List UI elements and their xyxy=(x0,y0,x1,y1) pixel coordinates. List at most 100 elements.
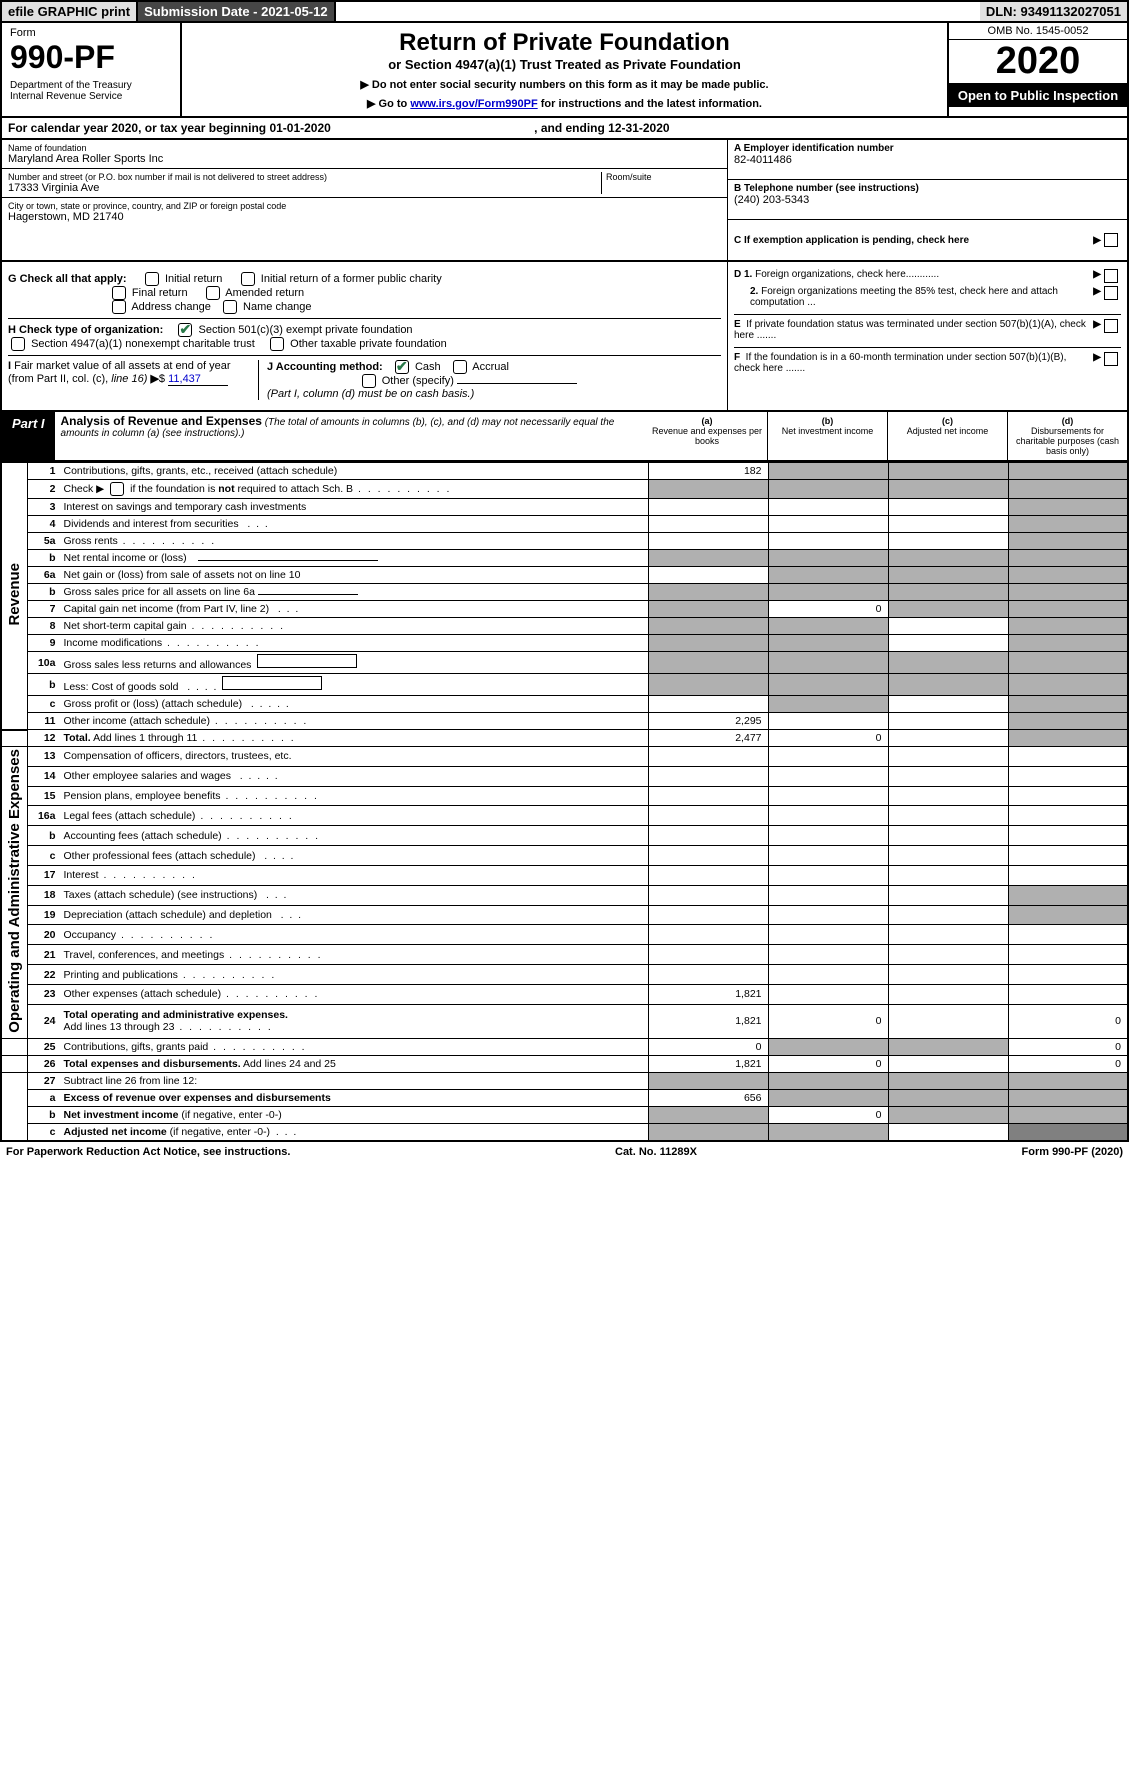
expenses-label: Operating and Administrative Expenses xyxy=(6,749,23,1033)
part1-header: Part I Analysis of Revenue and Expenses … xyxy=(0,412,1129,462)
address-row: Number and street (or P.O. box number if… xyxy=(2,169,727,198)
identification-block: Name of foundation Maryland Area Roller … xyxy=(0,140,1129,262)
cash-checkbox[interactable] xyxy=(395,360,409,374)
form-label: Form xyxy=(10,27,172,39)
main-table: Revenue1Contributions, gifts, grants, et… xyxy=(0,462,1129,1142)
line-1-desc: Contributions, gifts, grants, etc., rece… xyxy=(60,463,649,480)
name-change-checkbox[interactable] xyxy=(223,300,237,314)
accrual-checkbox[interactable] xyxy=(453,360,467,374)
form-number: 990-PF xyxy=(10,39,172,76)
line-13-desc: Compensation of officers, directors, tru… xyxy=(60,747,649,767)
other-taxable-checkbox[interactable] xyxy=(270,337,284,351)
line-23-a: 1,821 xyxy=(648,984,768,1004)
g-c2: Initial return of a former public charit… xyxy=(261,273,442,285)
row-6a: 6aNet gain or (loss) from sale of assets… xyxy=(1,567,1128,584)
id-right: A Employer identification number 82-4011… xyxy=(727,140,1127,260)
line-24-desc: Total operating and administrative expen… xyxy=(60,1004,649,1038)
footer-right: Form 990-PF (2020) xyxy=(1022,1146,1124,1158)
g-c3: Final return xyxy=(132,287,188,299)
h-c2: Section 4947(a)(1) nonexempt charitable … xyxy=(31,338,255,350)
e-checkbox[interactable] xyxy=(1104,319,1118,333)
line-15-desc: Pension plans, employee benefits xyxy=(60,786,649,806)
row-8: 8Net short-term capital gain xyxy=(1,618,1128,635)
final-return-checkbox[interactable] xyxy=(112,286,126,300)
column-headers: (a)Revenue and expenses per books (b)Net… xyxy=(647,412,1127,460)
calendar-row: For calendar year 2020, or tax year begi… xyxy=(0,118,1129,140)
row-10a: 10aGross sales less returns and allowanc… xyxy=(1,652,1128,674)
i-row: I Fair market value of all assets at end… xyxy=(8,355,721,400)
arrow-icon: ▶ xyxy=(1093,235,1101,246)
part1-desc: Analysis of Revenue and Expenses (The to… xyxy=(55,412,647,460)
row-9: 9Income modifications xyxy=(1,635,1128,652)
line-6a-desc: Net gain or (loss) from sale of assets n… xyxy=(60,567,649,584)
line-17-desc: Interest xyxy=(60,865,649,885)
row-13: Operating and Administrative Expenses13C… xyxy=(1,747,1128,767)
open-to-public: Open to Public Inspection xyxy=(949,84,1127,107)
line-2-desc: Check ▶ if the foundation is not require… xyxy=(60,480,649,499)
row-11: 11Other income (attach schedule)2,295 xyxy=(1,713,1128,730)
row-16b: bAccounting fees (attach schedule) xyxy=(1,826,1128,846)
revenue-label: Revenue xyxy=(6,563,23,626)
g-c5: Address change xyxy=(131,301,211,313)
room-label: Room/suite xyxy=(606,172,721,182)
d2-checkbox[interactable] xyxy=(1104,286,1118,300)
row-27c: cAdjusted net income (if negative, enter… xyxy=(1,1123,1128,1141)
footer: For Paperwork Reduction Act Notice, see … xyxy=(0,1142,1129,1162)
instruction-2: ▶ Go to www.irs.gov/Form990PF for instru… xyxy=(188,97,941,110)
501c3-checkbox[interactable] xyxy=(178,323,192,337)
irs-link[interactable]: www.irs.gov/Form990PF xyxy=(410,98,537,110)
row-20: 20Occupancy xyxy=(1,925,1128,945)
line-3-desc: Interest on savings and temporary cash i… xyxy=(60,499,649,516)
col-b: (b)Net investment income xyxy=(767,412,887,460)
row-26: 26Total expenses and disbursements. Add … xyxy=(1,1055,1128,1072)
line-27c-desc: Adjusted net income (if negative, enter … xyxy=(60,1123,649,1141)
city-label: City or town, state or province, country… xyxy=(8,201,721,211)
exemption-label: C If exemption application is pending, c… xyxy=(734,235,1093,246)
row-19: 19Depreciation (attach schedule) and dep… xyxy=(1,905,1128,925)
line-11-a: 2,295 xyxy=(648,713,768,730)
exemption-checkbox[interactable] xyxy=(1104,233,1118,247)
initial-former-checkbox[interactable] xyxy=(241,272,255,286)
row-1: Revenue1Contributions, gifts, grants, et… xyxy=(1,463,1128,480)
h-c1: Section 501(c)(3) exempt private foundat… xyxy=(199,324,413,336)
row-3: 3Interest on savings and temporary cash … xyxy=(1,499,1128,516)
form-id-block: Form 990-PF Department of the TreasuryIn… xyxy=(2,23,182,116)
f-checkbox[interactable] xyxy=(1104,352,1118,366)
form-year-block: OMB No. 1545-0052 2020 Open to Public In… xyxy=(947,23,1127,116)
other-specify-line xyxy=(457,383,577,384)
sch-b-checkbox[interactable] xyxy=(110,482,124,496)
line-6b-desc: Gross sales price for all assets on line… xyxy=(60,584,649,601)
line-26-a: 1,821 xyxy=(648,1055,768,1072)
d1-checkbox[interactable] xyxy=(1104,269,1118,283)
line-27a-a: 656 xyxy=(648,1089,768,1106)
street-address: 17333 Virginia Ave xyxy=(8,182,601,194)
line-18-desc: Taxes (attach schedule) (see instruction… xyxy=(60,885,649,905)
line-25-desc: Contributions, gifts, grants paid xyxy=(60,1038,649,1055)
city-state-zip: Hagerstown, MD 21740 xyxy=(8,211,721,223)
row-10b: bLess: Cost of goods sold . . . . xyxy=(1,674,1128,696)
amended-return-checkbox[interactable] xyxy=(206,286,220,300)
line-11-desc: Other income (attach schedule) xyxy=(60,713,649,730)
j-label: J Accounting method: xyxy=(267,361,383,373)
row-5a: 5aGross rents xyxy=(1,533,1128,550)
row-4: 4Dividends and interest from securities … xyxy=(1,516,1128,533)
row-24: 24Total operating and administrative exp… xyxy=(1,1004,1128,1038)
4947a1-checkbox[interactable] xyxy=(11,337,25,351)
j-other: Other (specify) xyxy=(382,375,454,387)
goto-prefix: ▶ Go to xyxy=(367,98,410,110)
line-27-desc: Subtract line 26 from line 12: xyxy=(60,1072,649,1089)
line-23-desc: Other expenses (attach schedule) xyxy=(60,984,649,1004)
line-1-a: 182 xyxy=(648,463,768,480)
row-5b: bNet rental income or (loss) xyxy=(1,550,1128,567)
top-bar: efile GRAPHIC print Submission Date - 20… xyxy=(0,0,1129,23)
other-method-checkbox[interactable] xyxy=(362,374,376,388)
j-cash: Cash xyxy=(415,361,441,373)
row-2: 2Check ▶ if the foundation is not requir… xyxy=(1,480,1128,499)
phone-label: B Telephone number (see instructions) xyxy=(734,183,1121,194)
initial-return-checkbox[interactable] xyxy=(145,272,159,286)
line-16a-desc: Legal fees (attach schedule) xyxy=(60,806,649,826)
ein-value: 82-4011486 xyxy=(734,154,1121,166)
row-27a: aExcess of revenue over expenses and dis… xyxy=(1,1089,1128,1106)
address-change-checkbox[interactable] xyxy=(112,300,126,314)
line-9-desc: Income modifications xyxy=(60,635,649,652)
